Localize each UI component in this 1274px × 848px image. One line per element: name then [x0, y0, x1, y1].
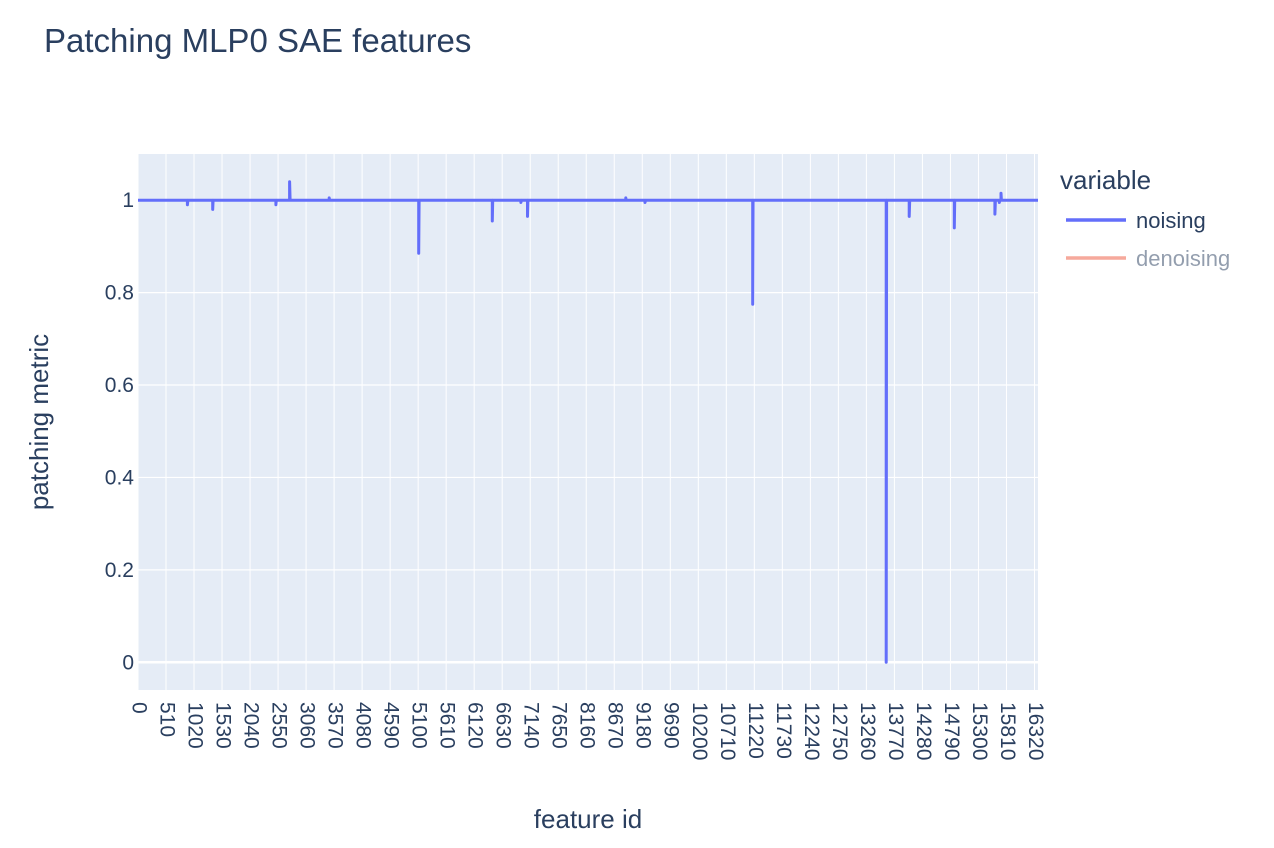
y-tick-label: 1	[122, 189, 134, 212]
x-tick-label: 13260	[856, 702, 879, 760]
x-tick-label: 13770	[884, 702, 907, 760]
y-tick-label: 0.2	[105, 559, 134, 582]
x-axis-ticks: 0 510 1020 1530 2040 2550 3060 3570 4080 4590 5100…	[127, 702, 1046, 760]
x-tick-label: 15810	[996, 702, 1019, 760]
y-tick-label: 0	[122, 651, 134, 674]
x-axis-title: feature id	[534, 804, 642, 834]
x-tick-label: 12240	[800, 702, 823, 760]
x-tick-label: 10200	[688, 702, 711, 760]
x-tick-label: 11220	[744, 702, 767, 759]
x-tick-label: 11730	[772, 702, 795, 759]
x-tick-label: 4080	[352, 702, 375, 749]
x-tick-label: 16320	[1024, 702, 1047, 760]
x-tick-label: 0	[127, 702, 150, 714]
x-tick-label: 2040	[240, 702, 263, 749]
x-tick-label: 2550	[268, 702, 291, 749]
y-tick-label: 0.4	[105, 466, 135, 489]
x-tick-label: 15300	[968, 702, 991, 760]
x-tick-label: 6120	[464, 702, 487, 749]
x-tick-label: 14790	[940, 702, 963, 760]
legend-title: variable	[1060, 165, 1151, 195]
x-tick-label: 1530	[211, 702, 234, 749]
x-tick-label: 8670	[604, 702, 627, 749]
y-axis-ticks: 0 0.2 0.4 0.6 0.8 1	[105, 189, 135, 674]
x-tick-label: 510	[155, 702, 178, 737]
x-tick-label: 14280	[912, 702, 935, 760]
legend: variable noising denoising	[1060, 165, 1230, 271]
x-tick-label: 10710	[716, 702, 739, 760]
y-tick-label: 0.8	[105, 282, 134, 305]
x-tick-label: 9690	[660, 702, 683, 749]
y-axis-title: patching metric	[24, 334, 54, 510]
x-tick-label: 12750	[828, 702, 851, 760]
plot-area	[138, 154, 1038, 690]
x-tick-label: 8160	[576, 702, 599, 749]
series-layer	[138, 180, 1038, 664]
x-tick-label: 3060	[296, 702, 319, 749]
x-tick-label: 1020	[183, 702, 206, 749]
x-tick-label: 5610	[436, 702, 459, 749]
x-tick-label: 5100	[408, 702, 431, 749]
x-tick-label: 3570	[324, 702, 347, 749]
y-tick-label: 0.6	[105, 374, 134, 397]
x-tick-label: 7140	[520, 702, 543, 749]
legend-label-noising: noising	[1136, 208, 1206, 233]
x-tick-label: 7650	[548, 702, 571, 749]
x-tick-label: 6630	[492, 702, 515, 749]
x-tick-label: 4590	[380, 702, 403, 749]
legend-label-denoising: denoising	[1136, 246, 1230, 271]
x-tick-label: 9180	[632, 702, 655, 749]
chart-title: Patching MLP0 SAE features	[44, 22, 472, 59]
series-line-noising	[138, 180, 1038, 664]
